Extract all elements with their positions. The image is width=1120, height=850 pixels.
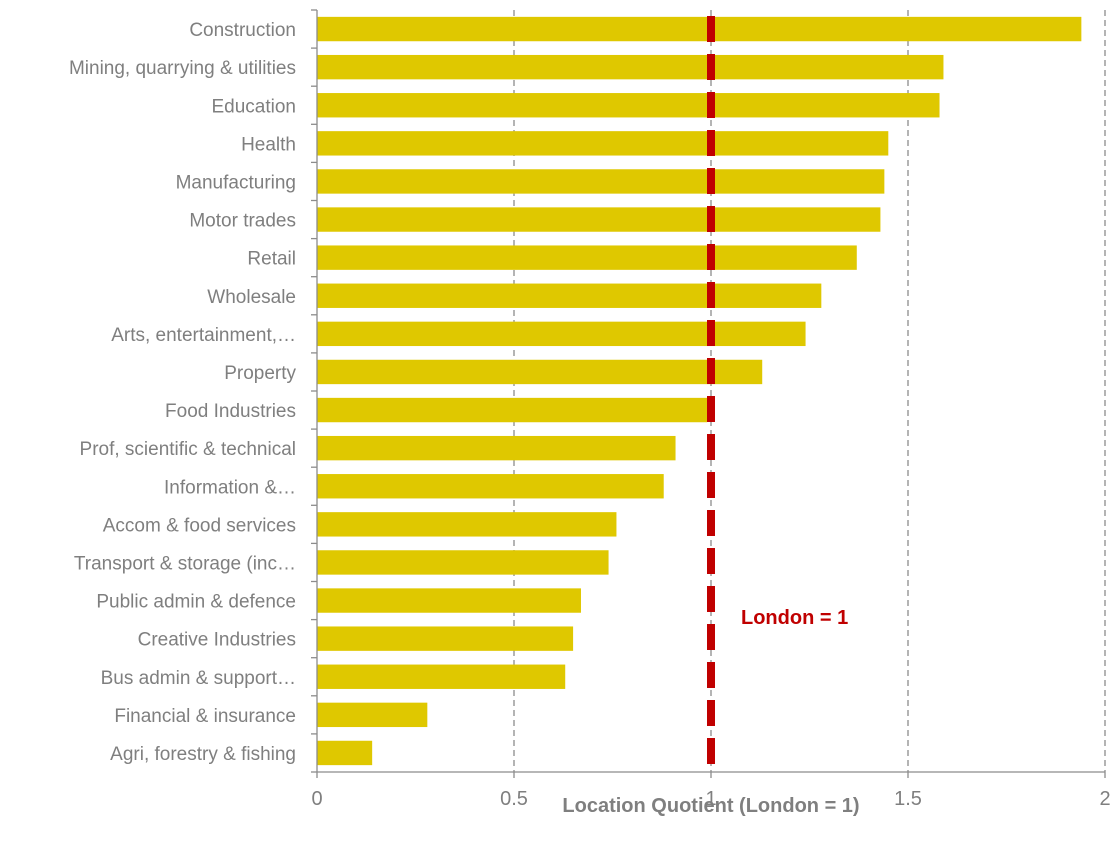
bar-8: [317, 321, 806, 347]
category-label-4: Manufacturing: [176, 172, 296, 193]
bar-5: [317, 207, 881, 232]
category-label-2: Education: [211, 96, 296, 117]
bar-1: [317, 54, 944, 80]
x-tick-label-2: 2: [1099, 788, 1110, 810]
category-label-3: Health: [241, 134, 296, 155]
bar-2: [317, 93, 940, 118]
category-label-14: Transport & storage (inc…: [74, 553, 296, 574]
category-label-16: Creative Industries: [138, 630, 296, 651]
category-label-11: Prof, scientific & technical: [80, 439, 296, 460]
bar-3: [317, 131, 889, 156]
axes: [311, 9, 1106, 778]
bar-10: [317, 397, 708, 423]
category-label-17: Bus admin & support…: [101, 668, 296, 689]
reference-annotation: London = 1: [741, 607, 848, 629]
tick-labels: 0 0.5 1 1.5 2: [311, 788, 1110, 810]
bar-17: [317, 664, 566, 689]
category-label-0: Construction: [189, 20, 296, 41]
bar-0: [317, 16, 1082, 42]
bar-9: [317, 359, 763, 385]
bar-6: [317, 245, 857, 270]
category-label-19: Agri, forestry & fishing: [110, 744, 296, 765]
x-tick-label-0.5: 0.5: [500, 788, 528, 810]
bar-15: [317, 588, 581, 613]
category-label-13: Accom & food services: [103, 515, 296, 536]
bar-4: [317, 169, 885, 194]
bar-7: [317, 283, 822, 308]
category-label-8: Arts, entertainment,…: [111, 325, 296, 346]
bar-19: [317, 740, 373, 766]
category-label-10: Food Industries: [165, 401, 296, 422]
bar-14: [317, 550, 609, 575]
category-label-18: Financial & insurance: [114, 706, 296, 727]
bar-16: [317, 626, 574, 651]
x-tick-label-1.5: 1.5: [894, 788, 922, 810]
category-label-1: Mining, quarrying & utilities: [69, 58, 296, 79]
bars: [317, 16, 1082, 766]
category-label-9: Property: [224, 363, 296, 384]
category-label-7: Wholesale: [207, 287, 296, 308]
category-labels: Construction Mining, quarrying & utilitie…: [69, 20, 297, 765]
x-axis-title: Location Quotient (London = 1): [562, 795, 859, 817]
bar-11: [317, 435, 676, 461]
bar-12: [317, 474, 664, 499]
grid-lines: [513, 10, 1106, 772]
x-tick-label-0: 0: [311, 788, 322, 810]
bar-13: [317, 512, 617, 537]
category-label-12: Information &…: [164, 477, 296, 498]
category-label-15: Public admin & defence: [96, 592, 296, 613]
x-tick-label-1: 1: [705, 788, 716, 810]
bar-18: [317, 702, 428, 728]
category-label-6: Retail: [247, 249, 296, 270]
category-label-5: Motor trades: [189, 211, 296, 232]
